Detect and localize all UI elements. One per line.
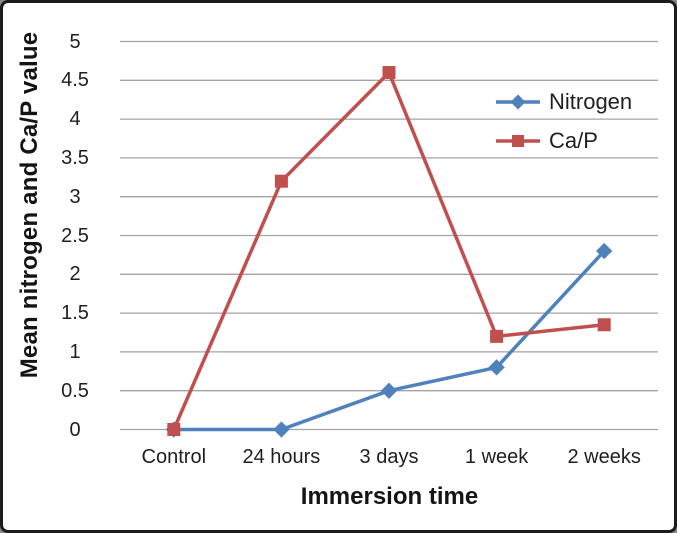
nitrogen-line-diamond-marker-icon	[496, 94, 540, 109]
ca-p-marker-control	[167, 423, 181, 436]
legend-label-nitrogen: Nitrogen	[549, 88, 633, 114]
nitrogen-marker-24-hours	[273, 421, 290, 438]
x-tick-label-2-weeks: 2 weeks	[567, 446, 641, 468]
nitrogen-marker-1-week	[488, 359, 505, 376]
ca-p-line-square-marker-icon	[496, 134, 540, 147]
y-tick-label-0: 0	[69, 418, 81, 441]
nitrogen-legend-marker	[510, 94, 526, 109]
legend: Nitrogen Ca/P	[495, 82, 632, 160]
x-tick-label-24-hours: 24 hours	[242, 446, 321, 468]
y-tick-label-2: 2	[69, 263, 81, 286]
ca-p-legend-marker	[512, 134, 524, 147]
y-tick-label-1: 1	[69, 340, 81, 363]
y-tick-label-3: 3	[69, 185, 81, 208]
legend-label-ca-p: Ca/P	[549, 127, 598, 153]
y-tick-label-5: 5	[69, 30, 81, 53]
x-tick-label-control: Control	[141, 446, 207, 468]
plot-area	[120, 40, 658, 438]
legend-item-ca-p: Ca/P	[495, 121, 632, 160]
nitrogen-marker-3-days	[380, 382, 398, 399]
nitrogen-marker-2-weeks	[596, 242, 613, 260]
ca-p-marker-2-weeks	[597, 318, 611, 332]
ca-p-marker-3-days	[382, 66, 396, 80]
y-tick-label-4.5: 4.5	[61, 69, 89, 92]
y-tick-label-4: 4	[69, 108, 81, 131]
y-tick-label-0.5: 0.5	[61, 379, 89, 402]
y-tick-label-2.5: 2.5	[61, 224, 89, 247]
y-tick-label-1.5: 1.5	[61, 302, 89, 325]
legend-item-nitrogen: Nitrogen	[495, 82, 632, 121]
x-tick-label-3-days: 3 days	[359, 446, 419, 468]
ca-p-marker-1-week	[490, 329, 504, 343]
ca-p-marker-24-hours	[274, 174, 288, 188]
x-tick-label-1-week: 1 week	[464, 446, 529, 468]
x-axis-title: Immersion time	[300, 483, 479, 510]
y-tick-label-3.5: 3.5	[61, 146, 89, 169]
